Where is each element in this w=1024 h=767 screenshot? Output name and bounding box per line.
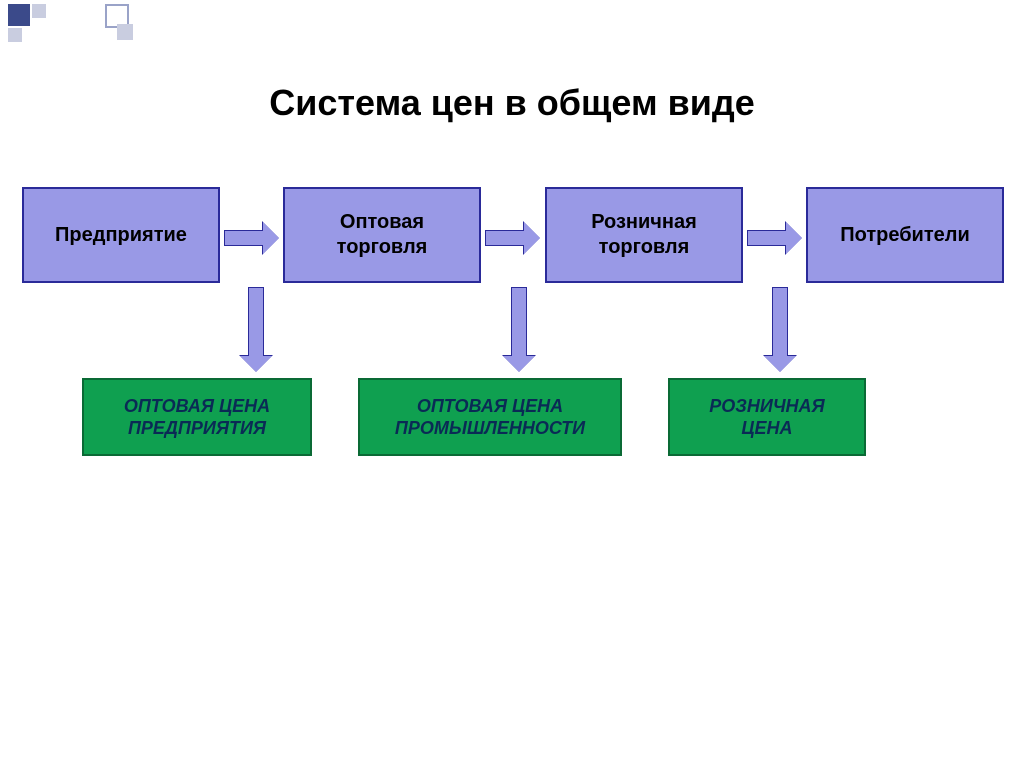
arrow-down [503, 287, 535, 372]
arrow-right [224, 222, 279, 254]
node-wholesale-industry-price: ОПТОВАЯ ЦЕНА ПРОМЫШЛЕННОСТИ [358, 378, 622, 456]
node-wholesale-enterprise-price: ОПТОВАЯ ЦЕНА ПРЕДПРИЯТИЯ [82, 378, 312, 456]
node-consumers: Потребители [806, 187, 1004, 283]
arrow-right [485, 222, 540, 254]
arrow-right [747, 222, 802, 254]
node-retail: Розничная торговля [545, 187, 743, 283]
flow-diagram: Предприятие Оптовая торговля Розничная тор… [0, 0, 1024, 767]
arrow-down [240, 287, 272, 372]
node-enterprise: Предприятие [22, 187, 220, 283]
node-wholesale: Оптовая торговля [283, 187, 481, 283]
node-retail-price: РОЗНИЧНАЯ ЦЕНА [668, 378, 866, 456]
arrow-down [764, 287, 796, 372]
